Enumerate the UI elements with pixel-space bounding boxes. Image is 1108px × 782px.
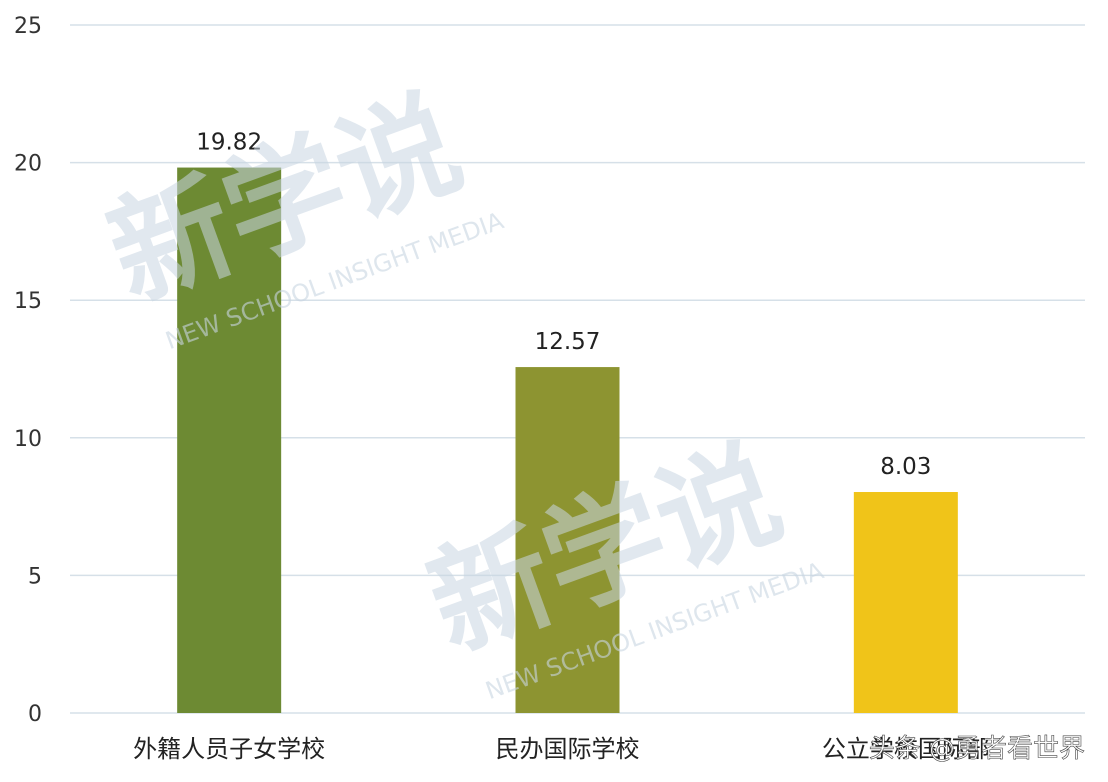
y-tick-label: 25 xyxy=(14,14,42,39)
y-tick-label: 10 xyxy=(14,427,42,452)
bar xyxy=(515,367,620,713)
data-label: 12.57 xyxy=(535,329,601,355)
watermark-1: 新学说 NEW SCHOOL INSIGHT MEDIA xyxy=(92,74,507,356)
data-labels: 19.82 12.57 8.03 xyxy=(196,130,931,480)
category-labels: 外籍人员子女学校 民办国际学校 公立学校国际部 xyxy=(133,735,990,763)
y-tick-label: 0 xyxy=(28,702,42,727)
y-axis-tick-labels: 0 5 10 15 20 25 xyxy=(14,14,42,727)
bars xyxy=(177,167,958,714)
category-label: 民办国际学校 xyxy=(496,735,640,763)
data-label: 19.82 xyxy=(196,130,262,156)
data-label: 8.03 xyxy=(880,454,931,480)
watermark-2: 新学说 NEW SCHOOL INSIGHT MEDIA xyxy=(412,424,827,706)
category-label: 公立学校国际部 xyxy=(822,735,990,763)
y-tick-label: 20 xyxy=(14,152,42,177)
category-label: 外籍人员子女学校 xyxy=(133,735,325,763)
platform-credit: 头条 @勇者看世界 xyxy=(869,734,1085,764)
y-tick-label: 5 xyxy=(28,564,42,589)
bar xyxy=(853,492,958,713)
bar xyxy=(177,167,282,714)
y-tick-label: 15 xyxy=(14,289,42,314)
